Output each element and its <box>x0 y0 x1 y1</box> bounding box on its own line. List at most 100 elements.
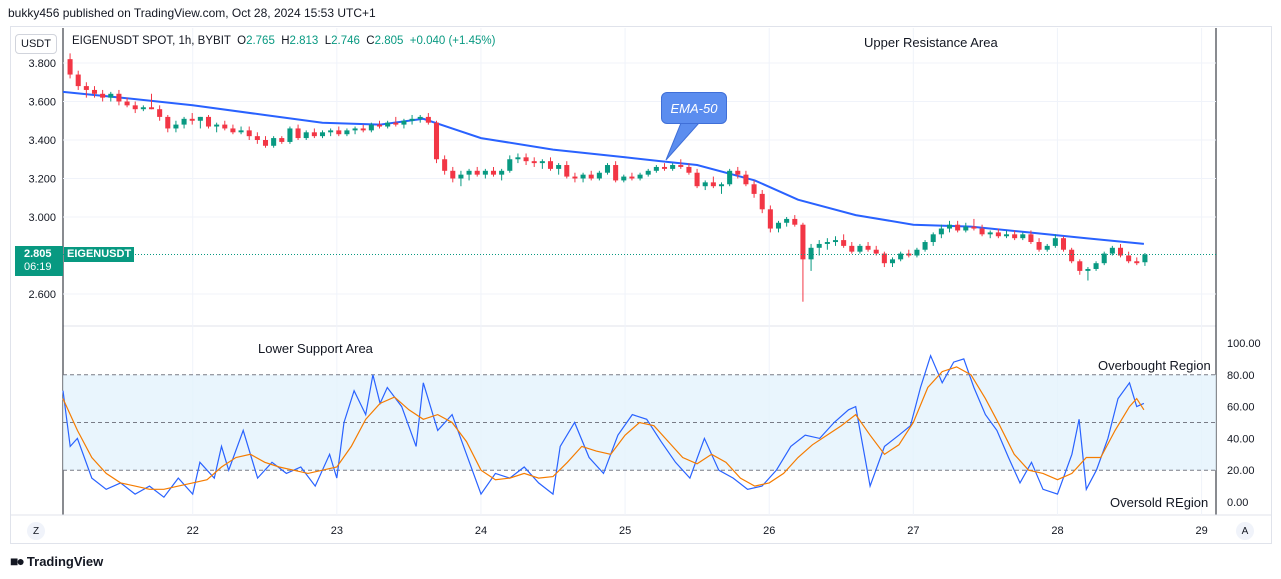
candle-body <box>376 124 383 127</box>
candle-body <box>262 140 269 146</box>
chart-frame <box>10 26 1272 544</box>
candle-body <box>1126 255 1132 262</box>
candle-body <box>1044 245 1050 250</box>
candle-body <box>205 116 212 127</box>
candle-body <box>547 161 554 169</box>
candle-body <box>189 118 195 121</box>
candle-body <box>165 116 171 129</box>
candle-body <box>588 174 594 179</box>
candle-body <box>873 249 879 254</box>
candle-body <box>800 224 806 260</box>
stoch-tick-label: 40.00 <box>1227 433 1255 445</box>
candle-body <box>979 228 985 235</box>
candle-body <box>279 138 285 142</box>
candle-body <box>401 120 407 125</box>
candle-body <box>1101 253 1107 264</box>
oversold-label: Oversold REgion <box>1110 495 1209 510</box>
candle-body <box>442 159 448 171</box>
candle-body <box>898 253 904 260</box>
legend-symbol: EIGENUSDT SPOT, 1h, BYBIT <box>72 35 231 47</box>
candle-body <box>75 74 81 87</box>
candle-body <box>1052 238 1058 246</box>
candle-body <box>767 209 773 229</box>
date-tick-label: 23 <box>331 525 343 537</box>
candle-body <box>987 232 993 235</box>
symbol-price-tag: EIGENUSDT <box>64 247 135 262</box>
candle-body <box>735 170 741 175</box>
upper-resistance-label: Upper Resistance Area <box>864 35 998 50</box>
candle-body <box>1077 261 1083 271</box>
candle-body <box>417 116 423 119</box>
candle-body <box>393 122 399 125</box>
candle-body <box>1003 234 1010 237</box>
tradingview-logo-icon: ■● <box>10 553 25 569</box>
candle-body <box>824 242 830 244</box>
candle-body <box>425 116 431 123</box>
legend-open-label: O <box>237 35 247 47</box>
candle-body <box>832 240 839 243</box>
candle-body <box>759 193 765 210</box>
date-tick-label: 29 <box>1195 525 1207 537</box>
candle-body <box>271 138 277 146</box>
candle-body <box>889 259 896 264</box>
price-tick-label: 3.200 <box>28 174 56 186</box>
candle-body <box>963 226 969 231</box>
currency-button[interactable]: USDT <box>15 34 57 54</box>
candle-body <box>385 122 391 127</box>
date-tick-label: 27 <box>907 525 919 537</box>
candle-body <box>91 89 98 94</box>
candle-body <box>572 176 578 179</box>
last-price-tag: 2.805 06:19 <box>15 246 63 276</box>
candle-body <box>792 218 798 225</box>
candle-body <box>718 184 725 187</box>
candle-body <box>808 247 814 260</box>
candle-body <box>108 93 114 98</box>
zoom-button[interactable]: Z <box>27 522 45 540</box>
candle-body <box>140 107 146 110</box>
candle-body <box>173 124 179 129</box>
symbol-legend: EIGENUSDT SPOT, 1h, BYBIT O2.765 H2.813 … <box>72 35 495 47</box>
candle-body <box>254 136 260 140</box>
candle-body <box>556 165 562 169</box>
candle-body <box>539 161 545 164</box>
legend-close: 2.805 <box>374 35 404 47</box>
candle-body <box>295 128 301 139</box>
candle-body <box>995 232 1001 237</box>
candle-body <box>67 59 73 75</box>
candle-body <box>751 184 757 194</box>
candle-body <box>621 176 627 181</box>
overbought-label: Overbought Region <box>1098 358 1211 373</box>
candle-body <box>653 166 659 171</box>
ema-callout: EMA-50 <box>661 92 727 124</box>
candle-body <box>1069 249 1075 262</box>
candle-body <box>230 128 236 133</box>
candle-body <box>816 243 822 248</box>
candle-body <box>661 166 668 169</box>
candle-body <box>458 174 464 179</box>
candle-body <box>1109 247 1115 254</box>
candle-body <box>450 170 456 179</box>
candle-body <box>124 101 130 106</box>
date-tick-label: 25 <box>619 525 631 537</box>
candle-body <box>938 228 944 235</box>
bar-countdown: 06:19 <box>24 261 52 273</box>
candle-body <box>1060 238 1067 250</box>
candle-body <box>336 130 342 135</box>
date-tick-label: 24 <box>475 525 487 537</box>
auto-scale-button[interactable]: A <box>1236 522 1254 540</box>
legend-change: +0.040 (+1.45%) <box>409 35 496 47</box>
candle-body <box>670 165 676 169</box>
candle-body <box>328 130 334 133</box>
candle-body <box>368 124 374 131</box>
candle-body <box>1085 268 1091 271</box>
candle-body <box>914 249 920 256</box>
candle-body <box>881 253 887 264</box>
legend-open: 2.765 <box>246 35 275 47</box>
price-tick-label: 3.600 <box>28 97 56 109</box>
candle-body <box>1036 242 1042 250</box>
candle-body <box>841 240 847 246</box>
price-tick-label: 3.400 <box>28 135 56 147</box>
price-tick-label: 3.000 <box>28 212 56 224</box>
candle-body <box>702 182 708 187</box>
